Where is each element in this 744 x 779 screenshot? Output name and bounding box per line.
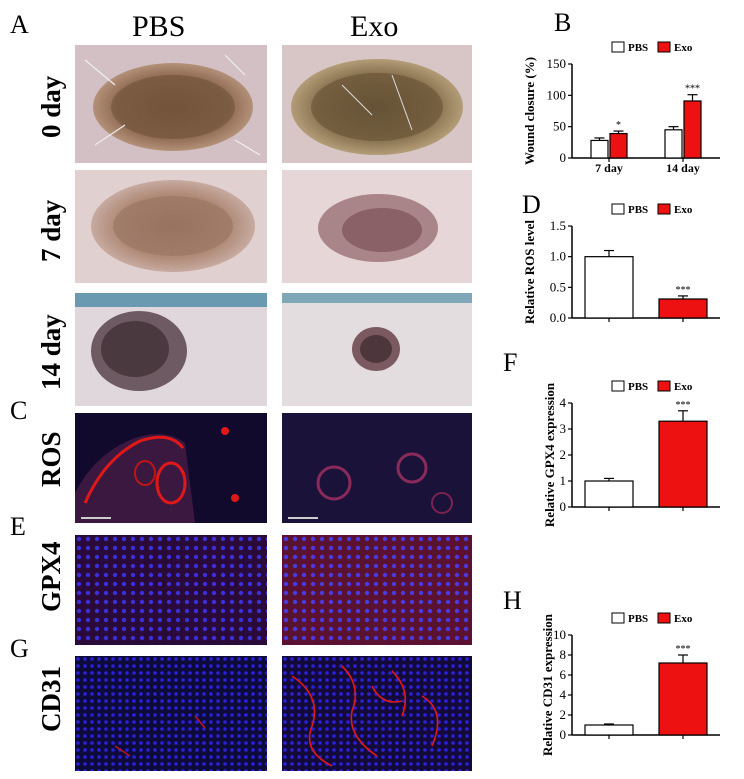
chart-b-significance-label: *** <box>685 84 700 95</box>
chart-h-y-tick-label: 4 <box>560 687 567 702</box>
chart-b-y-tick-label: 50 <box>553 119 566 134</box>
chart-h-y-tick-label: 8 <box>560 647 567 662</box>
chart-h-legend-label-pbs: PBS <box>628 613 648 625</box>
chart-h-legend-label-exo: Exo <box>674 613 693 625</box>
chart-b-svg: 0 50 100 150 Wound closure (%) PBS Exo * 7 day **… <box>522 41 720 175</box>
wound-photo-pbs-14-day <box>75 293 267 406</box>
chart-b-y-tick-label: 100 <box>547 87 567 102</box>
chart-b-bar-pbs-1 <box>664 129 683 159</box>
chart-d-bar-exo-1 <box>658 298 708 319</box>
wound-photo-pbs-0-day <box>75 45 267 163</box>
ros-image-pbs <box>75 413 267 523</box>
column-header-pbs: PBS <box>132 10 186 43</box>
chart-d-svg: 0.0 0.5 1.0 1.5 Relative ROS level PBS Exo *** <box>522 203 720 325</box>
panel-letter-f: F <box>503 348 518 377</box>
panel-letter-e: E <box>10 512 26 541</box>
chart-b-y-tick-label: 150 <box>547 56 567 71</box>
chart-f-significance-label: *** <box>676 400 691 411</box>
cd31-image-pbs <box>75 656 267 771</box>
chart-f-bar-exo-1 <box>658 420 708 508</box>
row-label-ros: ROS <box>36 431 66 487</box>
chart-h-bar-exo-1 <box>658 662 708 736</box>
chart-h-bar-pbs-0 <box>584 724 634 736</box>
chart-h-legend-swatch-pbs <box>611 612 625 624</box>
row-label-14-day: 14 day <box>36 314 66 390</box>
chart-f-legend-swatch-exo <box>657 380 671 392</box>
chart-d-bar-pbs-0 <box>584 256 634 319</box>
chart-h-y-tick-label: 2 <box>560 707 567 722</box>
panel-letter-d: D <box>522 190 541 219</box>
chart-b-y-axis-label: Wound closure (%) <box>522 57 537 165</box>
wound-photo-exo-0-day <box>282 45 472 163</box>
chart-b-x-tick-label: 7 day <box>595 161 623 175</box>
row-label-7-day: 7 day <box>36 199 66 262</box>
chart-d-y-tick-label: 0.5 <box>550 279 566 294</box>
chart-b-bar-exo-0 <box>609 132 628 159</box>
column-header-exo: Exo <box>350 10 399 43</box>
chart-b-bar-exo-1 <box>683 100 702 159</box>
panel-letter-h: H <box>503 586 522 615</box>
chart-b-legend-label-pbs: PBS <box>628 42 648 54</box>
chart-f-y-tick-label: 2 <box>560 447 567 462</box>
ros-image-exo <box>282 413 472 523</box>
chart-h-y-axis-label: Relative CD31 expression <box>540 613 555 756</box>
chart-b-y-tick-label: 0 <box>560 150 567 165</box>
chart-d-legend-swatch-pbs <box>611 203 625 215</box>
chart-d-y-axis-label: Relative ROS level <box>522 220 537 324</box>
chart-f-y-tick-label: 1 <box>560 473 567 488</box>
chart-b-legend-swatch-pbs <box>611 41 625 53</box>
panel-letter-b: B <box>554 8 572 37</box>
wound-photo-exo-7-day <box>282 170 472 283</box>
chart-b-legend-label-exo: Exo <box>674 42 693 54</box>
chart-d-y-tick-label: 1.0 <box>550 249 566 264</box>
chart-d-legend-swatch-exo <box>657 203 671 215</box>
chart-f-legend-swatch-pbs <box>611 380 625 392</box>
cd31-image-exo <box>282 656 472 771</box>
chart-h-significance-label: *** <box>676 644 691 655</box>
wound-photo-exo-14-day <box>282 293 472 406</box>
chart-f-y-tick-label: 4 <box>560 395 567 410</box>
chart-f-bar-pbs-0 <box>584 480 634 508</box>
gpx4-image-pbs <box>75 535 267 645</box>
chart-b-x-tick-label: 14 day <box>666 161 700 175</box>
gpx4-image-exo <box>282 535 472 645</box>
chart-f-y-tick-label: 0 <box>560 499 567 514</box>
chart-d-legend-label-pbs: PBS <box>628 204 648 216</box>
panel-letter-g: G <box>10 634 29 663</box>
chart-b-legend-swatch-exo <box>657 41 671 53</box>
wound-photo-pbs-7-day <box>75 170 267 283</box>
row-label-gpx4: GPX4 <box>36 541 66 613</box>
chart-f-legend-label-exo: Exo <box>674 381 693 393</box>
panel-letter-c: C <box>10 396 28 425</box>
chart-d-significance-label: *** <box>676 285 691 296</box>
chart-b-bar-pbs-0 <box>590 139 609 159</box>
row-label-0-day: 0 day <box>36 75 66 138</box>
chart-h-y-tick-label: 10 <box>553 627 566 642</box>
panel-letter-a: A <box>10 10 29 39</box>
chart-d-y-tick-label: 1.5 <box>550 218 566 233</box>
chart-f-legend-label-pbs: PBS <box>628 381 648 393</box>
chart-b-significance-label: * <box>616 120 621 131</box>
chart-d-y-tick-label: 0.0 <box>550 310 566 325</box>
chart-h-y-tick-label: 6 <box>560 667 567 682</box>
chart-f-y-tick-label: 3 <box>560 421 567 436</box>
row-label-cd31: CD31 <box>36 666 66 732</box>
chart-h-y-tick-label: 0 <box>560 727 567 742</box>
chart-d-legend-label-exo: Exo <box>674 204 693 216</box>
chart-h-legend-swatch-exo <box>657 612 671 624</box>
chart-f-y-axis-label: Relative GPX4 expression <box>542 382 557 527</box>
